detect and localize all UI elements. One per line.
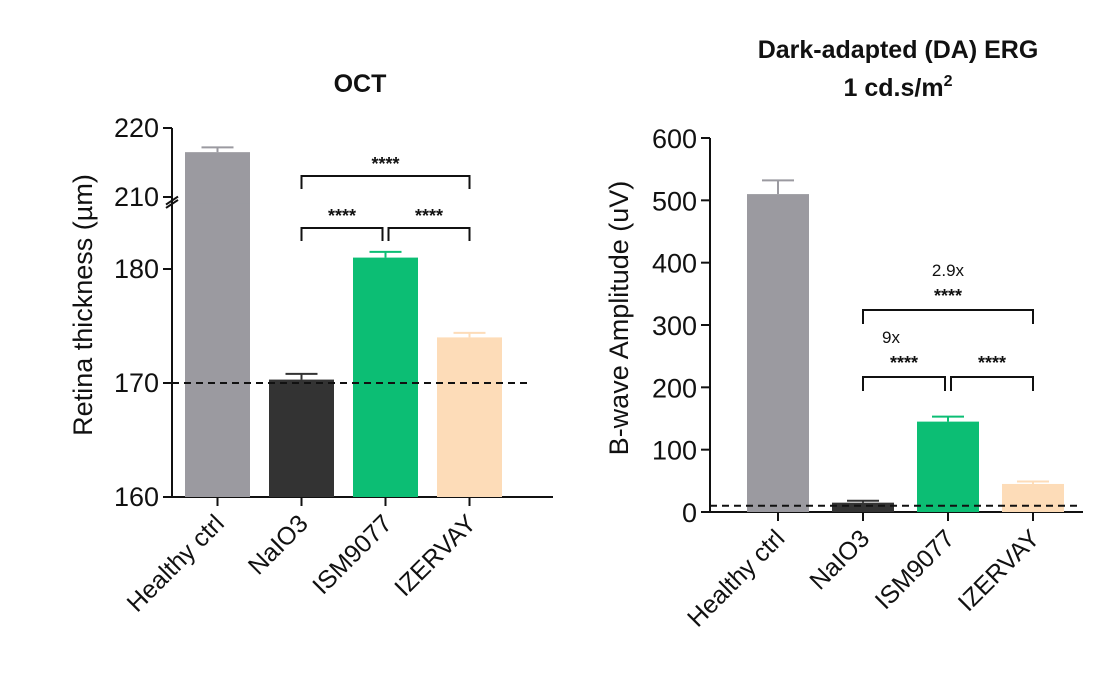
- erg-x-tick-label: IZERVAY: [953, 524, 1046, 617]
- erg-x-tick-label: ISM9077: [870, 524, 961, 615]
- oct-y-axis-label: Retina thickness (µm): [68, 174, 98, 436]
- erg-bar: [832, 502, 894, 512]
- erg-chart-title: Dark-adapted (DA) ERG: [758, 36, 1039, 64]
- erg-y-tick-label: 300: [652, 311, 697, 341]
- erg-bar: [747, 194, 809, 512]
- erg-y-axis-label: B-wave Amplitude (uV): [604, 181, 634, 456]
- oct-chart-title: OCT: [334, 70, 387, 98]
- oct-significance-bracket: [300, 227, 384, 241]
- oct-plot-area: 160 170 180 210 220 Healthy ctrl NaIO3ISM9077I…: [114, 113, 553, 618]
- oct-significance-label: ****: [328, 206, 356, 226]
- oct-y-tick-label: 180: [114, 254, 159, 284]
- erg-x-tick-label: Healthy ctrl: [682, 524, 790, 632]
- oct-bar: [353, 257, 418, 497]
- erg-fold-change-label: 2.9x: [932, 261, 965, 280]
- oct-significance-label: ****: [415, 206, 443, 226]
- erg-fold-change-label: 9x: [882, 328, 900, 347]
- oct-significance-label: ****: [371, 154, 399, 174]
- oct-x-tick-label: IZERVAY: [389, 509, 482, 602]
- erg-significance-label: ****: [890, 353, 918, 373]
- oct-significance-bracket: [387, 227, 471, 241]
- erg-x-tick-label: NaIO3: [804, 524, 875, 595]
- erg-y-tick-label: 200: [652, 373, 697, 403]
- erg-significance-bracket: [950, 376, 1034, 391]
- oct-y-tick-label: 160: [114, 482, 159, 512]
- oct-bar: [437, 337, 502, 497]
- erg-subtitle-main: 1 cd.s/m: [844, 74, 944, 102]
- erg-significance-label: ****: [978, 353, 1006, 373]
- oct-x-tick-label: ISM9077: [307, 509, 398, 600]
- oct-y-tick-label: 210: [114, 182, 159, 212]
- oct-bar-lower-segment: [185, 200, 250, 497]
- erg-y-tick-label: 400: [652, 249, 697, 279]
- erg-y-tick-label: 500: [652, 186, 697, 216]
- oct-bar-upper-segment: [185, 152, 250, 204]
- erg-significance-bracket: [862, 309, 1034, 324]
- erg-significance-label: ****: [934, 286, 962, 306]
- oct-axis-break-mark-lower: [165, 195, 179, 206]
- oct-axis-break-mark-upper: [165, 199, 179, 209]
- oct-bar: [269, 379, 334, 497]
- erg-chart-subtitle: 1 cd.s/m2: [844, 73, 953, 102]
- erg-y-tick-label: 0: [682, 498, 697, 528]
- oct-x-tick-label: NaIO3: [243, 509, 314, 580]
- erg-chart: Dark-adapted (DA) ERG 1 cd.s/m2 B-wave A…: [604, 36, 1083, 633]
- oct-y-tick-label: 170: [114, 368, 159, 398]
- erg-y-tick-label: 100: [652, 436, 697, 466]
- erg-subtitle-superscript: 2: [944, 73, 953, 90]
- erg-bar: [1002, 483, 1064, 512]
- erg-plot-area: 0 100 200 300 400 500 600 Healthy ctrl NaIO3ISM9…: [652, 124, 1083, 633]
- oct-x-tick-label: Healthy ctrl: [122, 509, 230, 617]
- erg-bar: [917, 421, 979, 512]
- erg-significance-bracket: [862, 376, 946, 391]
- oct-chart: OCT Retina thickness (µm) 160 170 180 210 22…: [68, 70, 553, 618]
- oct-y-tick-label: 220: [114, 113, 159, 143]
- erg-y-tick-label: 600: [652, 124, 697, 154]
- oct-significance-bracket: [300, 175, 471, 189]
